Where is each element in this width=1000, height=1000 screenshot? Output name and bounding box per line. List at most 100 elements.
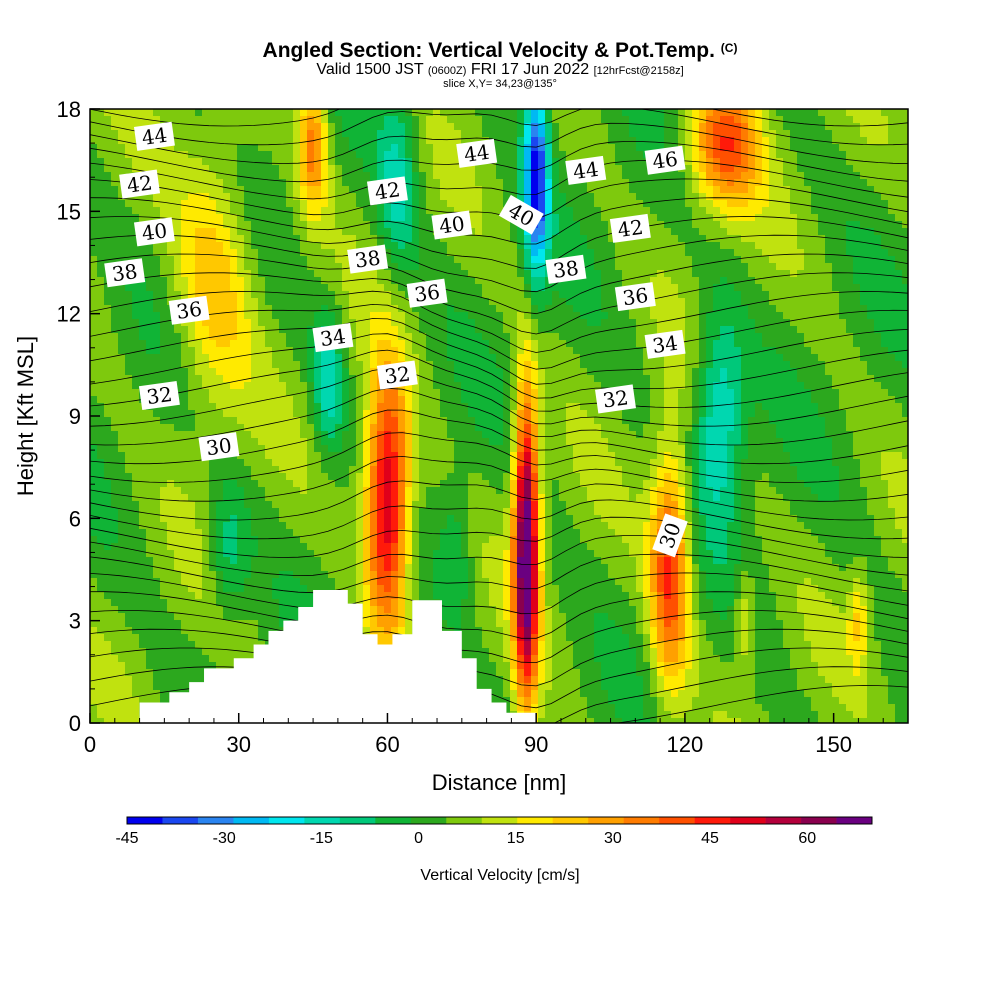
field-cell: [482, 487, 490, 495]
field-cell: [321, 403, 329, 411]
field-cell: [216, 151, 224, 159]
field-cell: [307, 529, 315, 537]
field-cell: [230, 634, 238, 642]
field-cell: [188, 333, 196, 341]
field-cell: [307, 319, 315, 327]
field-cell: [230, 564, 238, 572]
field-cell: [118, 291, 126, 299]
field-cell: [258, 214, 266, 222]
field-cell: [454, 410, 462, 418]
field-cell: [363, 291, 371, 299]
field-cell: [251, 312, 259, 320]
field-cell: [244, 326, 252, 334]
field-cell: [468, 480, 476, 488]
field-cell: [398, 291, 406, 299]
field-cell: [251, 186, 259, 194]
field-cell: [335, 172, 343, 180]
field-cell: [160, 501, 168, 509]
field-cell: [167, 410, 175, 418]
field-cell: [160, 641, 168, 649]
field-cell: [321, 578, 329, 586]
field-cell: [153, 669, 161, 677]
field-cell: [447, 242, 455, 250]
field-cell: [349, 221, 357, 229]
field-cell: [426, 319, 434, 327]
field-cell: [272, 319, 280, 327]
field-cell: [426, 487, 434, 495]
field-cell: [412, 515, 420, 523]
field-cell: [97, 221, 105, 229]
field-cell: [174, 655, 182, 663]
field-cell: [440, 242, 448, 250]
field-cell: [125, 410, 133, 418]
field-cell: [461, 207, 469, 215]
field-cell: [286, 550, 294, 558]
field-cell: [181, 396, 189, 404]
field-cell: [97, 305, 105, 313]
field-cell: [272, 403, 280, 411]
field-cell: [258, 375, 266, 383]
field-cell: [314, 130, 322, 138]
field-cell: [328, 466, 336, 474]
field-cell: [167, 529, 175, 537]
field-cell: [230, 193, 238, 201]
field-cell: [132, 144, 140, 152]
field-cell: [265, 186, 273, 194]
field-cell: [405, 347, 413, 355]
field-cell: [468, 431, 476, 439]
field-cell: [90, 613, 98, 621]
field-cell: [118, 522, 126, 530]
field-cell: [412, 165, 420, 173]
field-cell: [286, 305, 294, 313]
field-cell: [447, 403, 455, 411]
field-cell: [342, 445, 350, 453]
field-cell: [475, 480, 483, 488]
field-cell: [209, 585, 217, 593]
field-cell: [328, 375, 336, 383]
field-cell: [146, 417, 154, 425]
field-cell: [167, 662, 175, 670]
field-cell: [279, 256, 287, 264]
field-cell: [307, 200, 315, 208]
field-cell: [433, 116, 441, 124]
field-cell: [419, 571, 427, 579]
field-cell: [104, 193, 112, 201]
field-cell: [314, 417, 322, 425]
field-cell: [195, 431, 203, 439]
field-cell: [132, 452, 140, 460]
field-cell: [321, 291, 329, 299]
field-cell: [279, 123, 287, 131]
field-cell: [363, 466, 371, 474]
field-cell: [265, 116, 273, 124]
field-cell: [125, 466, 133, 474]
field-cell: [97, 487, 105, 495]
field-cell: [426, 242, 434, 250]
field-cell: [90, 564, 98, 572]
field-cell: [216, 620, 224, 628]
field-cell: [342, 382, 350, 390]
field-cell: [202, 137, 210, 145]
field-cell: [104, 200, 112, 208]
field-cell: [202, 389, 210, 397]
field-cell: [286, 445, 294, 453]
field-cell: [279, 235, 287, 243]
field-cell: [482, 207, 490, 215]
field-cell: [251, 235, 259, 243]
field-cell: [125, 424, 133, 432]
field-cell: [363, 473, 371, 481]
field-cell: [209, 592, 217, 600]
field-cell: [293, 613, 301, 621]
field-cell: [272, 487, 280, 495]
field-cell: [174, 284, 182, 292]
field-cell: [181, 158, 189, 166]
field-cell: [139, 620, 147, 628]
field-cell: [272, 277, 280, 285]
field-cell: [195, 592, 203, 600]
field-cell: [349, 200, 357, 208]
field-cell: [111, 494, 119, 502]
field-cell: [251, 634, 259, 642]
field-cell: [454, 109, 462, 117]
field-cell: [258, 340, 266, 348]
field-cell: [230, 585, 238, 593]
field-cell: [209, 501, 217, 509]
